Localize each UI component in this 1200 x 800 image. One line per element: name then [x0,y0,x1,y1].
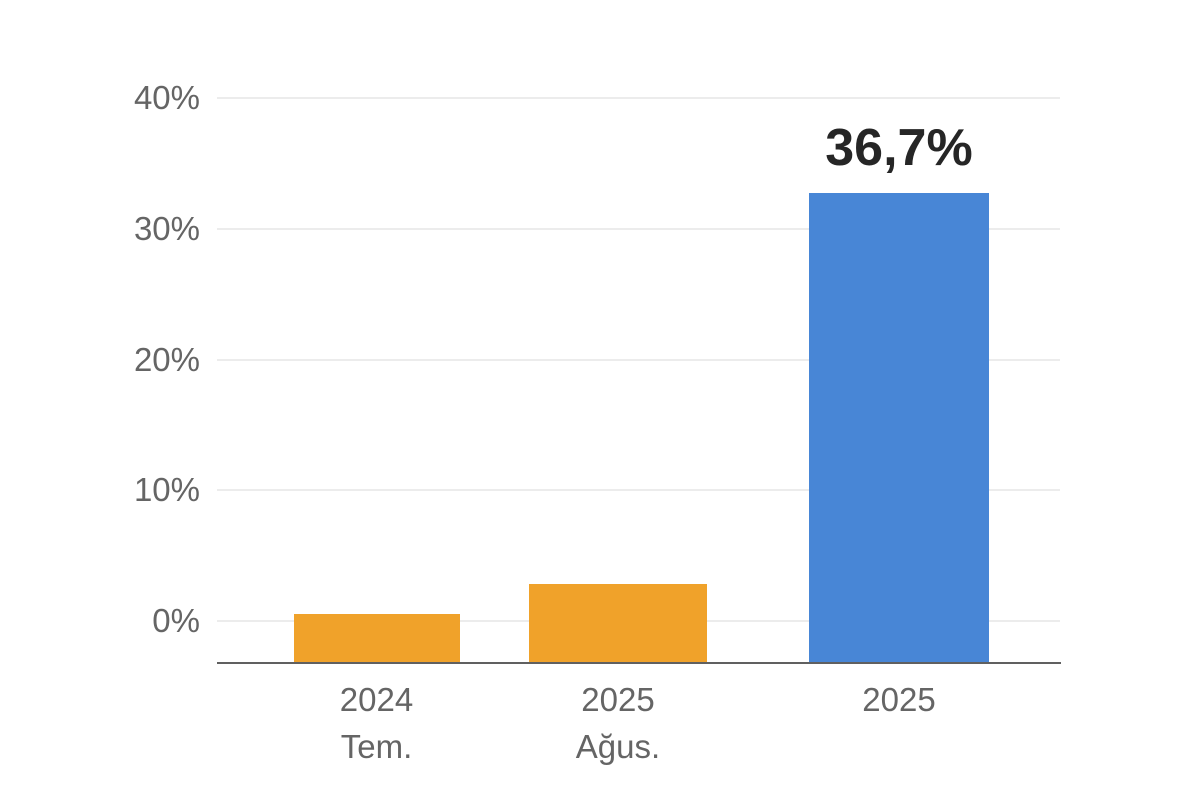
x-label-line: Tem. [340,728,413,765]
y-tick-label-10%: 10% [133,471,200,509]
x-label-2024-Tem.: 2024 Tem. [267,676,487,770]
y-tick-label-30%: 30% [133,209,200,247]
bar-2025-Ağus. [529,583,707,663]
x-axis-line [217,662,1061,664]
data-label-36-7: 36,7% [825,119,973,177]
x-label-line: 2025 [862,681,936,718]
y-tick-label-20%: 20% [133,340,200,378]
gridline-30% [217,227,1060,230]
y-tick-label-0%: 0% [152,602,200,639]
x-label-line: Ağus. [575,728,661,765]
gridline-20% [217,358,1060,361]
gridline-10% [217,489,1060,492]
x-label-2025: 2025 [789,676,1009,723]
y-tick-label-40%: 40% [133,79,200,116]
bar-2024-Tem. [293,613,460,663]
gridline-40% [217,97,1060,99]
x-label-line: 2024 [339,681,414,718]
bar-2025 [809,193,989,663]
x-label-2025-Ağus.: 2025 Ağus. [508,676,728,770]
x-label-line: 2025 [581,681,655,718]
